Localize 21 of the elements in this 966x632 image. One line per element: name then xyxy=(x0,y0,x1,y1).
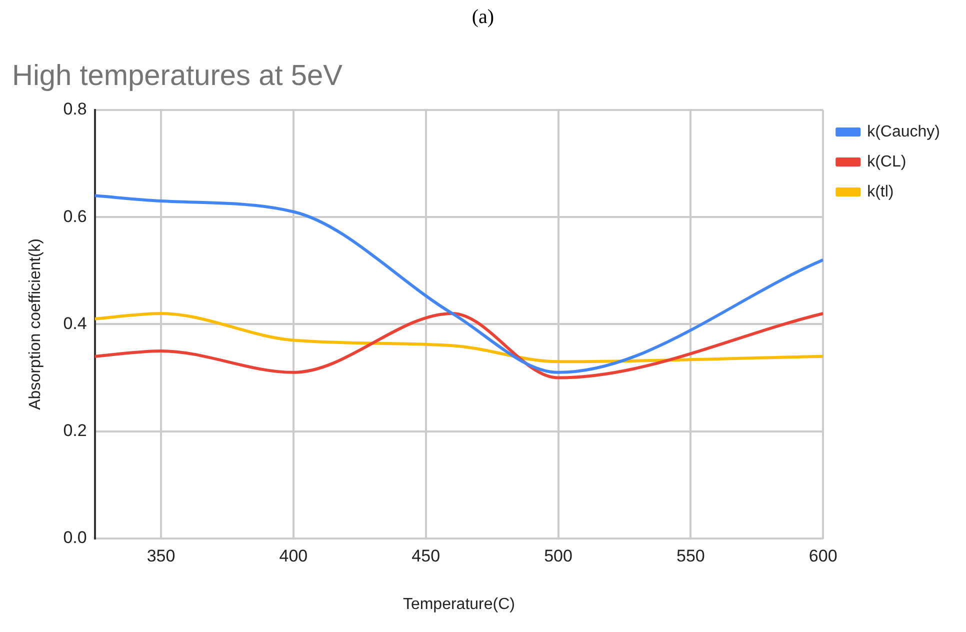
x-tick-label: 500 xyxy=(544,546,572,566)
x-tick-label: 600 xyxy=(808,546,838,566)
line-series xyxy=(94,194,824,374)
line-series xyxy=(94,312,824,364)
x-tick-label: 400 xyxy=(279,546,308,566)
x-axis-title: Temperature(C) xyxy=(402,596,515,613)
y-axis-title: Absorption coefficient(k) xyxy=(27,238,44,410)
x-tick-label: 550 xyxy=(676,546,705,566)
legend-label: k(Cauchy) xyxy=(867,123,940,140)
chart-title: High temperatures at 5eV xyxy=(12,60,342,93)
y-tick-label: 0.8 xyxy=(63,100,87,119)
chart-subtitle: (a) xyxy=(470,6,496,29)
x-tick-label: 350 xyxy=(146,546,176,566)
y-tick-label: 0.0 xyxy=(63,528,87,548)
y-tick-label: 0.2 xyxy=(63,420,87,440)
x-tick-label: 450 xyxy=(412,546,440,566)
y-tick-label: 0.4 xyxy=(63,314,87,333)
legend-label: k(tl) xyxy=(867,183,894,200)
line-series xyxy=(94,312,824,380)
y-tick-label: 0.6 xyxy=(63,206,87,226)
legend-label: k(CL) xyxy=(867,153,906,170)
